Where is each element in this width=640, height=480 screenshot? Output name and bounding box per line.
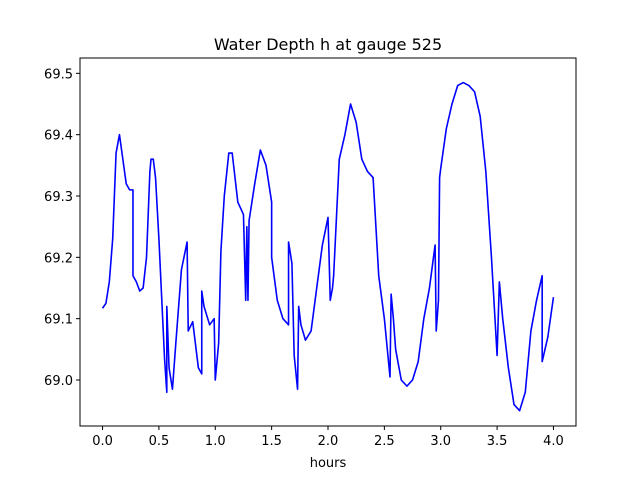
x-tick-label: 3.5 [487,434,508,449]
y-tick-label: 69.4 [44,129,73,144]
y-tick-label: 69.5 [44,67,73,82]
x-tick-label: 1.0 [205,434,226,449]
x-tick-label: 3.0 [430,434,451,449]
plot-content [101,81,555,412]
y-tick-label: 69.3 [44,190,73,205]
x-axis-label: hours [310,456,347,471]
y-tick-label: 69.2 [44,251,73,266]
series-line-0 [101,81,555,412]
x-tick-label: 2.5 [374,434,395,449]
x-tick-label: 4.0 [543,434,564,449]
x-tick-label: 2.0 [318,434,339,449]
y-axis: 69.0 69.1 69.2 69.3 69.4 69.5 [44,67,80,389]
y-tick-label: 69.0 [44,374,73,389]
x-tick-label: 0.0 [92,434,113,449]
x-tick-label: 0.5 [149,434,170,449]
x-axis: 0.0 0.5 1.0 1.5 2.0 2.5 3.0 3.5 4.0 [92,426,564,449]
x-tick-label: 1.5 [261,434,282,449]
chart-title: Water Depth h at gauge 525 [214,35,442,54]
y-tick-label: 69.1 [44,313,73,328]
